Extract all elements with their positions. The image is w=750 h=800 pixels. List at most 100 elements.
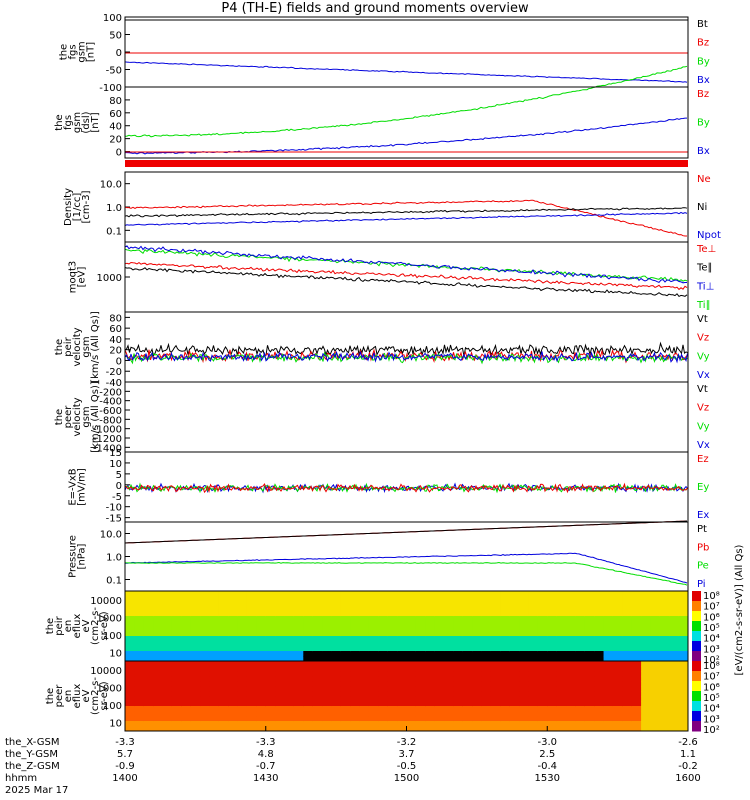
spec-cell-i [237, 591, 248, 597]
spec-cell-i [153, 591, 164, 597]
spec-cell-e [303, 726, 314, 732]
spec-cell-i [143, 641, 154, 647]
colorbar-tick-9-6: 10² [703, 725, 720, 736]
spec-cell-e [406, 721, 417, 727]
spec-cell-i [500, 621, 511, 627]
spec-cell-e [284, 686, 295, 692]
spec-cell-i [659, 591, 670, 597]
spec-cell-e [190, 676, 201, 682]
spec-cell-e [500, 726, 511, 732]
spec-cell-i [678, 651, 689, 657]
spec-cell-i [406, 621, 417, 627]
spec-cell-i [556, 591, 567, 597]
spec-cell-i [293, 606, 304, 612]
spec-cell-e [397, 676, 407, 682]
spec-cell-e [125, 696, 135, 702]
spec-cell-i [228, 606, 239, 612]
spec-cell-e [134, 711, 145, 717]
spec-cell-i [134, 601, 145, 607]
spec-cell-e [209, 666, 220, 672]
spec-cell-e [612, 721, 623, 727]
spec-cell-i [218, 651, 229, 657]
spec-cell-i [181, 596, 192, 602]
spec-cell-e [246, 696, 257, 702]
spec-cell-e [397, 681, 407, 687]
spec-cell-i [246, 621, 257, 627]
spec-cell-i [228, 656, 239, 662]
spec-cell-i [322, 626, 332, 632]
spec-cell-e [284, 716, 295, 722]
spec-cell-i [153, 611, 164, 617]
spec-cell-e [631, 696, 642, 702]
spec-cell-e [190, 706, 201, 712]
legend-efield-Ey: Ey [697, 482, 709, 493]
xtick-z-4: -0.2 [678, 761, 698, 772]
spec-cell-e [368, 681, 379, 687]
spec-cell-e [228, 691, 239, 697]
spec-cell-i [303, 646, 314, 652]
spec-cell-i [406, 596, 417, 602]
spec-cell-i [218, 636, 229, 642]
spec-cell-i [200, 656, 210, 662]
ytick-pressure-2: 0.1 [106, 576, 122, 587]
spec-cell-i [331, 646, 342, 652]
spec-cell-e [397, 716, 407, 722]
spec-cell-i [387, 606, 398, 612]
spec-cell-i [340, 621, 351, 627]
spec-cell-i [397, 616, 407, 622]
spec-cell-i [350, 641, 361, 647]
spec-cell-e [650, 701, 661, 707]
spec-cell-i [453, 636, 464, 642]
spec-cell-e [556, 686, 567, 692]
ylabel-fgs-gsm-1: fgs [68, 44, 79, 59]
colorbar-seg-8 [692, 641, 701, 652]
spec-cell-i [125, 626, 135, 632]
spec-cell-i [256, 591, 267, 597]
spec-cell-i [125, 656, 135, 662]
spec-cell-i [584, 611, 595, 617]
spec-cell-e [359, 666, 370, 672]
spec-cell-e [293, 666, 304, 672]
spec-cell-e [547, 701, 558, 707]
spec-cell-e [275, 686, 286, 692]
spec-cell-e [284, 726, 295, 732]
spec-cell-e [134, 666, 145, 672]
spec-cell-e [134, 676, 145, 682]
spec-cell-i [631, 606, 642, 612]
spec-cell-e [387, 681, 398, 687]
spec-cell-e [125, 726, 135, 732]
spec-cell-i [584, 606, 595, 612]
spec-cell-i [265, 621, 276, 627]
spec-cell-i [368, 646, 379, 652]
spec-cell-i [678, 646, 689, 652]
spec-cell-e [322, 676, 332, 682]
spec-cell-e [669, 691, 680, 697]
ytick-peer-velocity-2: -600 [99, 406, 122, 417]
spec-cell-i [350, 591, 361, 597]
spec-cell-i [143, 631, 154, 637]
spec-cell-i [378, 631, 389, 637]
spec-cell-i [312, 611, 323, 617]
xtick-x-2: -3.2 [397, 737, 417, 748]
spec-cell-e [293, 711, 304, 717]
spec-cell-e [340, 726, 351, 732]
spec-cell-i [275, 636, 286, 642]
spec-cell-e [350, 661, 361, 667]
spec-cell-e [387, 726, 398, 732]
spec-cell-e [678, 661, 689, 667]
spec-cell-i [322, 596, 332, 602]
spec-cell-e [350, 671, 361, 677]
spec-cell-e [312, 681, 323, 687]
spec-cell-i [228, 591, 239, 597]
spec-cell-e [397, 661, 407, 667]
spec-cell-e [434, 666, 445, 672]
spec-cell-i [575, 621, 586, 627]
spec-cell-i [153, 596, 164, 602]
spec-cell-e [678, 676, 689, 682]
spec-cell-e [397, 696, 407, 702]
spec-cell-e [594, 676, 605, 682]
spec-cell-i [171, 626, 182, 632]
spec-cell-i [500, 591, 511, 597]
spec-cell-i [162, 641, 173, 647]
colorbar-tick-9-3: 10⁵ [703, 693, 720, 704]
